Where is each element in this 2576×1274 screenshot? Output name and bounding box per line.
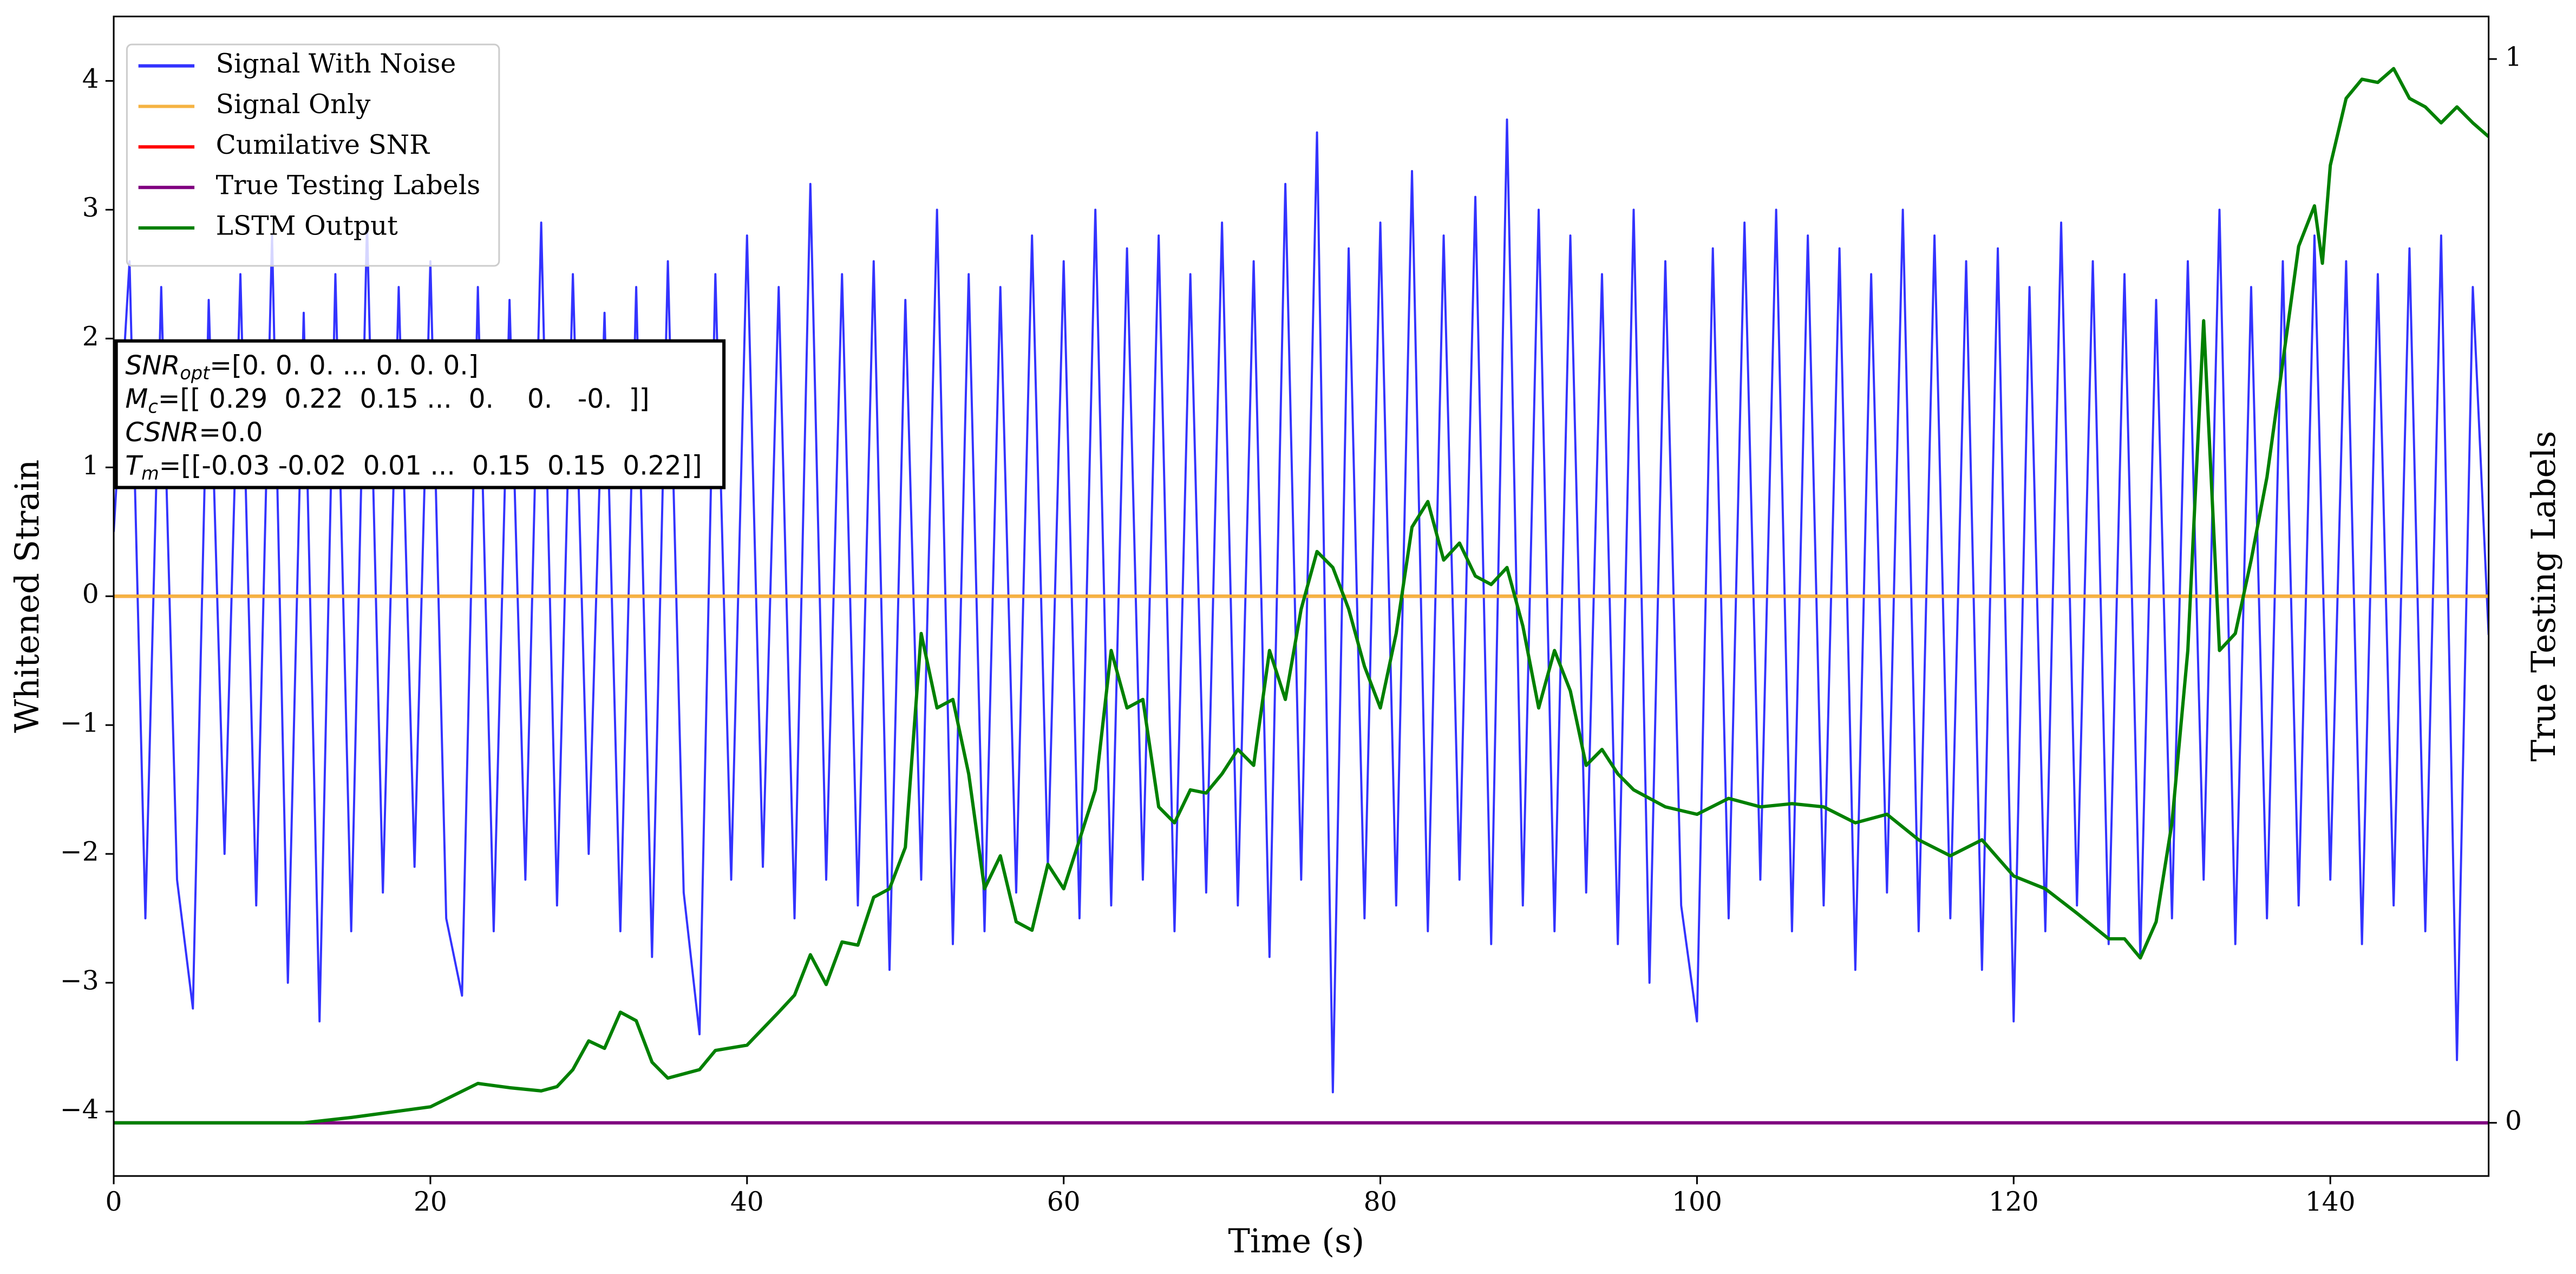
legend-label: True Testing Labels	[216, 171, 481, 201]
y-tick-label: 0	[82, 579, 99, 610]
legend-label: Cumilative SNR	[216, 130, 430, 160]
annotation-symbol: SNR	[125, 350, 180, 381]
legend-box	[126, 43, 500, 267]
x-tick-label: 120	[1989, 1187, 2039, 1217]
annotation-frame	[114, 339, 726, 489]
annotation-symbol: M	[125, 384, 148, 414]
y2-axis-label: True Testing Labels	[2525, 431, 2563, 762]
annotation-line: CSNR=0.0	[125, 417, 263, 448]
annotation-symbol: CSNR	[125, 417, 199, 448]
annotation-subscript: c	[148, 396, 158, 417]
annotation-text: =[[-0.03 -0.02 0.01 ... 0.15 0.15 0.22]]	[159, 451, 702, 481]
annotation-line: SNRopt=[0. 0. 0. ... 0. 0. 0.]	[125, 350, 478, 383]
x-tick-label: 80	[1364, 1187, 1397, 1217]
plot-area	[114, 67, 2489, 1125]
x-tick-label: 0	[106, 1187, 122, 1217]
legend-label: Signal With Noise	[216, 49, 456, 79]
annotation-subscript: opt	[180, 362, 211, 383]
y-axis-label: Whitened Strain	[9, 460, 47, 733]
x-tick-label: 40	[730, 1187, 764, 1217]
y-tick-label: 1	[82, 450, 99, 481]
annotation-text: =[0. 0. 0. ... 0. 0. 0.]	[210, 350, 478, 381]
x-tick-label: 100	[1672, 1187, 1722, 1217]
series-line	[114, 67, 2489, 1125]
y-tick-label: −3	[60, 966, 99, 996]
x-tick-label: 20	[414, 1187, 447, 1217]
y2-tick-label: 1	[2505, 42, 2522, 73]
annotation-text: =0.0	[199, 417, 263, 448]
series-line	[114, 118, 2489, 1094]
annotation-text: =[[ 0.29 0.22 0.15 ... 0. 0. -0. ]]	[158, 384, 650, 414]
y-tick-label: 3	[82, 193, 99, 223]
annotation-subscript: m	[141, 462, 159, 484]
legend-label: Signal Only	[216, 89, 371, 120]
y2-tick-label: 0	[2505, 1106, 2522, 1136]
x-tick-label: 60	[1047, 1187, 1081, 1217]
y-tick-label: 2	[82, 322, 99, 352]
y-tick-label: −1	[60, 708, 99, 739]
legend: Signal With Noise Signal Only Cumilative S…	[126, 43, 500, 267]
annotation-symbol: T	[125, 451, 143, 481]
y-tick-label: 4	[82, 64, 99, 94]
x-axis-label: Time (s)	[1228, 1223, 1364, 1260]
annotation-box: SNRopt=[0. 0. 0. ... 0. 0. 0.]Mc=[[ 0.29…	[114, 339, 726, 489]
legend-label: LSTM Output	[216, 211, 398, 241]
annotation-line: Tm=[[-0.03 -0.02 0.01 ... 0.15 0.15 0.22…	[125, 451, 702, 484]
y-tick-label: −2	[60, 837, 99, 867]
annotation-line: Mc=[[ 0.29 0.22 0.15 ... 0. 0. -0. ]]	[125, 384, 649, 417]
y-tick-label: −4	[60, 1095, 99, 1125]
x-tick-label: 140	[2305, 1187, 2356, 1217]
